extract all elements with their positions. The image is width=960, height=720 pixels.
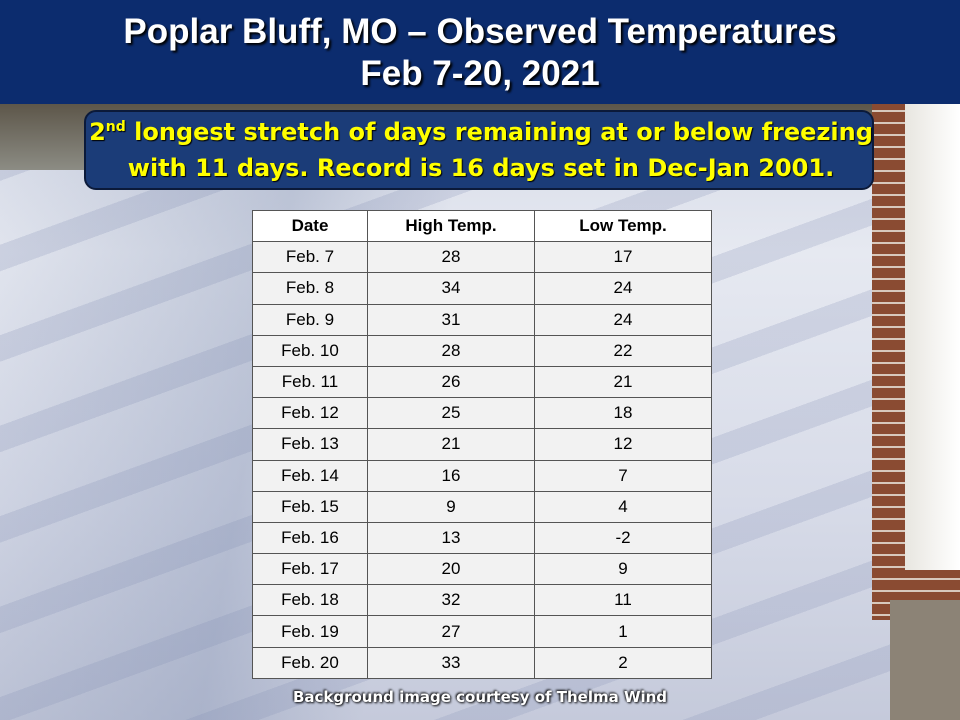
table-cell: 34 (367, 272, 535, 305)
table-cell: 24 (534, 303, 712, 336)
callout-number: 2 (89, 118, 106, 146)
table-cell: 31 (367, 303, 535, 336)
title-line: Feb 7-20, 2021 (360, 54, 600, 93)
table-row: Feb. 20 33 2 (252, 646, 712, 679)
table-cell: 27 (367, 615, 535, 648)
table-cell: 4 (534, 490, 712, 523)
table-cell: Feb. 14 (252, 459, 368, 492)
porch-post (905, 100, 960, 570)
table-row: Feb. 15 9 4 (252, 490, 712, 523)
table-cell: 20 (367, 553, 535, 586)
table-cell: 2 (534, 646, 712, 679)
table-cell: Feb. 20 (252, 646, 368, 679)
table-cell: Feb. 11 (252, 365, 368, 399)
table-cell: Feb. 10 (252, 334, 368, 367)
column-header: High Temp. (367, 209, 535, 243)
table-cell: 21 (534, 365, 712, 399)
table-cell: Feb. 8 (252, 272, 368, 305)
header: Poplar Bluff, MO – Observed Temperatures… (0, 0, 960, 104)
image-credit: Background image courtesy of Thelma Wind (292, 688, 668, 706)
table-cell: Feb. 16 (252, 521, 368, 555)
table-cell: Feb. 17 (252, 553, 368, 586)
table-cell: Feb. 13 (252, 428, 368, 461)
table-cell: -2 (534, 521, 712, 555)
table-row: Feb. 7 28 17 (252, 241, 712, 274)
table-cell: 21 (367, 428, 535, 461)
table-cell: 25 (367, 397, 535, 430)
callout-line: 2nd longest stretch of days remaining at… (86, 118, 876, 146)
table-cell: 32 (367, 584, 535, 617)
table-cell: 33 (367, 646, 535, 679)
header-row: Date High Temp. Low Temp. (252, 209, 712, 243)
table-cell: 24 (534, 272, 712, 305)
table-cell: 1 (534, 615, 712, 648)
table-body: Feb. 7 28 17 Feb. 8 34 24 Feb. 9 31 24 Feb. 10 28 2… (252, 241, 712, 679)
table-cell: 9 (534, 553, 712, 586)
column-header: Date (252, 209, 368, 243)
table-cell: 22 (534, 334, 712, 367)
temperature-table: Date High Temp. Low Temp. Feb. 7 28 17 Feb. 8… (252, 209, 712, 679)
porch-step (890, 600, 960, 720)
table-cell: 28 (367, 334, 535, 367)
table-cell: Feb. 18 (252, 584, 368, 617)
table-cell: Feb. 9 (252, 303, 368, 336)
table-cell: 11 (534, 584, 712, 617)
column-header: Low Temp. (534, 209, 712, 243)
table-cell: 12 (534, 428, 712, 461)
table-cell: 16 (367, 459, 535, 492)
table-cell: Feb. 15 (252, 490, 368, 523)
table-row: Feb. 9 31 24 (252, 303, 712, 336)
table-cell: 28 (367, 241, 535, 274)
table-row: Feb. 17 20 9 (252, 553, 712, 586)
table-cell: Feb. 19 (252, 615, 368, 648)
table-cell: Feb. 7 (252, 241, 368, 274)
table-cell: 17 (534, 241, 712, 274)
table-row: Feb. 18 32 11 (252, 584, 712, 617)
table-row: Feb. 13 21 12 (252, 428, 712, 461)
table-row: Feb. 14 16 7 (252, 459, 712, 492)
table-cell: 26 (367, 365, 535, 399)
table-row: Feb. 12 25 18 (252, 397, 712, 430)
callout-line: with 11 days. Record is 16 days set in D… (127, 154, 835, 182)
title-line: Poplar Bluff, MO – Observed Temperatures (123, 12, 837, 51)
table-row: Feb. 11 26 21 (252, 365, 712, 399)
table-row: Feb. 8 34 24 (252, 272, 712, 305)
callout-text: longest stretch of days remaining at or … (134, 118, 873, 146)
callout: 2nd longest stretch of days remaining at… (84, 110, 874, 190)
table-row: Feb. 10 28 22 (252, 334, 712, 367)
table-row: Feb. 19 27 1 (252, 615, 712, 648)
table-cell: 18 (534, 397, 712, 430)
callout-suffix: nd (105, 119, 126, 135)
table-cell: 7 (534, 459, 712, 492)
table-cell: 9 (367, 490, 535, 523)
table-row: Feb. 16 13 -2 (252, 521, 712, 555)
table-cell: 13 (367, 521, 535, 555)
table-cell: Feb. 12 (252, 397, 368, 430)
